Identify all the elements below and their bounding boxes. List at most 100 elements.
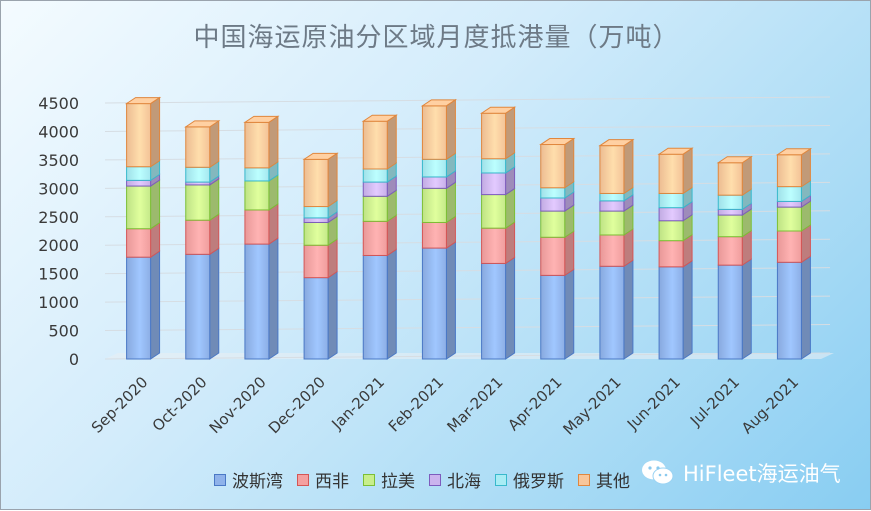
bar-side — [445, 181, 456, 224]
bar-side — [327, 152, 338, 208]
bar-side — [327, 270, 338, 360]
bar-segment — [362, 181, 388, 197]
bar-segment — [303, 158, 329, 208]
bar-side — [445, 98, 456, 161]
bar-segment — [362, 120, 388, 170]
bar-segment — [303, 206, 329, 219]
legend-item: 波斯湾 — [214, 467, 283, 492]
bar-segment — [717, 162, 743, 196]
wechat-icon — [642, 460, 674, 485]
legend-item: 北海 — [429, 467, 481, 492]
bar-segment — [362, 168, 388, 183]
bar-side — [327, 238, 338, 279]
bar-segment — [421, 221, 447, 249]
watermark: HiFleet海运油气 — [641, 453, 861, 493]
bar-segment — [599, 265, 625, 360]
bar-side — [268, 237, 279, 360]
bar-side — [564, 268, 575, 360]
bar-segment — [540, 144, 566, 189]
bar-side — [150, 250, 161, 360]
bar-segment — [481, 112, 507, 160]
bar-segment — [776, 206, 802, 232]
bar-segment — [481, 262, 507, 360]
x-tick-label: Mar-2021 — [444, 373, 507, 436]
legend-swatch — [297, 473, 309, 486]
legend-swatch — [214, 473, 226, 486]
bar-segment — [126, 185, 152, 230]
bar-top — [124, 97, 162, 105]
legend-item: 西非 — [297, 467, 349, 492]
bar-segment — [776, 200, 802, 208]
bar-segment — [540, 210, 566, 238]
bar-segment — [599, 210, 625, 236]
bar-side — [682, 147, 693, 195]
legend-item: 拉美 — [363, 467, 415, 492]
y-tick-label: 500 — [48, 322, 79, 341]
gridline — [104, 181, 831, 189]
bar-segment — [185, 184, 211, 221]
bar-top — [598, 139, 635, 147]
bar-segment — [481, 227, 507, 264]
bar-top — [361, 114, 398, 122]
gridline — [104, 124, 831, 132]
bar-segment — [244, 121, 270, 169]
bar-top — [775, 148, 813, 156]
bar-side — [564, 137, 575, 189]
legend-swatch — [363, 473, 375, 486]
bar-segment — [362, 220, 388, 256]
bar-side — [505, 187, 516, 230]
bar-segment — [421, 176, 447, 189]
x-tick-label: Feb-2021 — [385, 373, 447, 435]
bar-side — [209, 119, 220, 169]
y-tick-label: 2500 — [38, 208, 79, 227]
bar-segment — [540, 236, 566, 276]
bar-segment — [362, 195, 388, 222]
bar-top — [716, 156, 753, 164]
bar-segment — [126, 228, 152, 258]
bar-side — [268, 203, 279, 246]
bar-segment — [599, 192, 625, 202]
bar-side — [209, 247, 220, 360]
bar-segment — [481, 172, 507, 196]
x-tick-label: Oct-2020 — [149, 373, 211, 435]
bar-segment — [421, 158, 447, 178]
bar-side — [386, 248, 397, 360]
bar-segment — [658, 266, 684, 360]
x-tick-label: May-2021 — [559, 373, 624, 438]
bar-side — [209, 213, 220, 256]
x-tick-label: Jul-2021 — [686, 373, 743, 430]
bar-segment — [303, 217, 329, 223]
bar-segment — [421, 105, 447, 160]
bar-segment — [303, 221, 329, 246]
bar-segment — [776, 154, 802, 188]
x-tick-label: Dec-2020 — [265, 373, 329, 437]
bar-segment — [126, 179, 152, 187]
bar-segment — [126, 166, 152, 181]
bar-segment — [421, 247, 447, 360]
gridline — [104, 324, 831, 332]
bar-segment — [599, 145, 625, 194]
bar-segment — [244, 180, 270, 211]
bar-top — [302, 152, 339, 160]
bar-segment — [303, 244, 329, 279]
bar-segment — [599, 234, 625, 267]
bar-segment — [185, 219, 211, 255]
gridline — [104, 96, 831, 104]
legend-label: 其他 — [596, 472, 630, 492]
x-tick-label: Jun-2021 — [623, 373, 684, 434]
bar-side — [505, 106, 516, 160]
y-tick-label: 0 — [69, 350, 79, 369]
bar-side — [800, 255, 811, 360]
y-tick-label: 2000 — [38, 236, 79, 255]
bar-segment — [244, 243, 270, 360]
bar-segment — [421, 187, 447, 223]
bar-segment — [658, 220, 684, 242]
bar-side — [386, 114, 397, 170]
bar-top — [657, 147, 694, 155]
y-tick-label: 3000 — [38, 179, 79, 198]
gridline — [104, 267, 831, 275]
bar-segment — [481, 194, 507, 229]
bar-segment — [658, 240, 684, 268]
gridline — [104, 238, 831, 246]
